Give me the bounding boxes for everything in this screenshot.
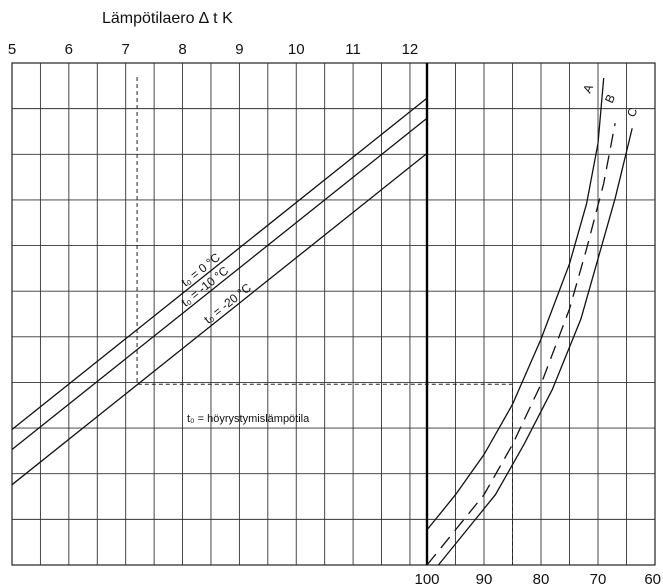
top-tick-label: 8 bbox=[178, 41, 186, 58]
annotation-note: t₀ = höyrystymislämpötila bbox=[187, 413, 310, 425]
bottom-tick-label: 60 bbox=[644, 571, 661, 588]
top-axis-title: Lämpötilaero ∆ t K bbox=[102, 10, 233, 27]
right-series-curve bbox=[437, 128, 633, 566]
top-tick-label: 11 bbox=[345, 41, 361, 58]
left-series-line bbox=[11, 117, 428, 451]
right-panel-series bbox=[426, 78, 633, 566]
right-series-label: B bbox=[602, 92, 618, 105]
example-path-line bbox=[136, 77, 513, 565]
bottom-tick-label: 80 bbox=[533, 571, 550, 588]
bottom-tick-label: 90 bbox=[476, 571, 493, 588]
left-series-line bbox=[11, 97, 428, 430]
bottom-axis-ticks: 100 90 80 70 60 bbox=[414, 571, 661, 588]
chart-grid bbox=[11, 62, 656, 566]
bottom-tick-label: 70 bbox=[590, 571, 607, 588]
top-tick-label: 10 bbox=[288, 41, 305, 58]
top-tick-label: 12 bbox=[402, 41, 419, 58]
right-series-label: A bbox=[580, 82, 596, 95]
example-path bbox=[136, 77, 513, 565]
left-series-line bbox=[11, 152, 428, 486]
bottom-tick-label: 100 bbox=[414, 571, 439, 588]
plot-frame bbox=[11, 62, 656, 566]
top-tick-label: 7 bbox=[122, 41, 130, 58]
top-tick-label: 5 bbox=[8, 41, 16, 58]
right-series-curve bbox=[426, 78, 605, 531]
top-tick-label: 9 bbox=[235, 41, 243, 58]
left-panel-series bbox=[11, 97, 428, 486]
top-axis-ticks: 5 6 7 8 9 10 11 12 bbox=[8, 41, 418, 58]
top-tick-label: 6 bbox=[65, 41, 73, 58]
right-series-curve bbox=[426, 123, 616, 566]
